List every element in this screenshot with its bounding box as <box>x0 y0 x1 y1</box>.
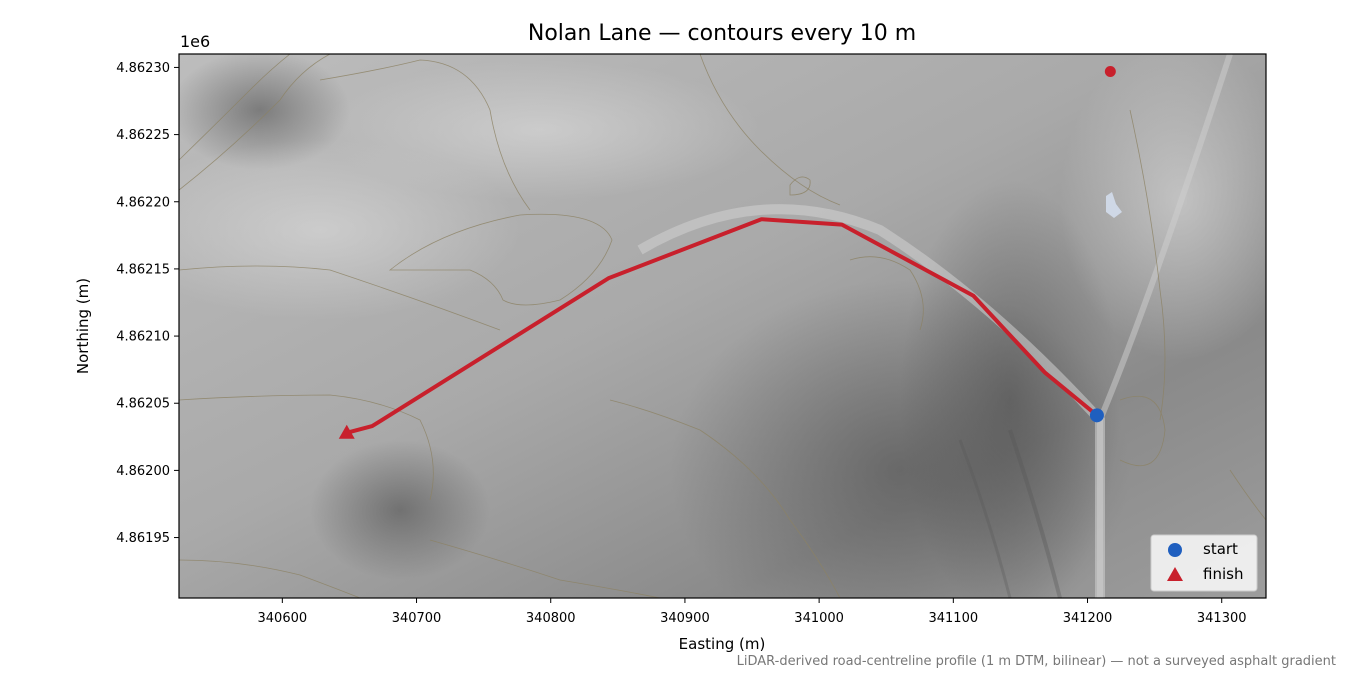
plot-area <box>179 54 1266 598</box>
series-layer <box>344 217 1099 435</box>
x-tick-label: 341100 <box>928 611 978 626</box>
y-tick-label: 4.86210 <box>116 330 170 345</box>
y-axis-ticks: 4.86195 4.86200 4.86205 4.86210 4.86215 4.862… <box>116 61 179 546</box>
x-axis-ticks: 340600 340700 340800 340900 341000 341100 3412… <box>258 598 1247 626</box>
legend-start-icon <box>1168 543 1182 557</box>
x-tick-label: 340600 <box>258 611 308 626</box>
legend-finish-label: finish <box>1203 565 1243 583</box>
x-tick-label: 341000 <box>794 611 844 626</box>
y-tick-label: 4.86215 <box>116 262 170 277</box>
finish-marker <box>338 424 355 439</box>
y-offset-label: 1e6 <box>180 32 210 51</box>
legend: start finish <box>1150 534 1258 592</box>
legend-start-label: start <box>1203 540 1238 558</box>
route-line <box>344 217 1099 435</box>
y-tick-label: 4.86225 <box>116 128 170 143</box>
legend-finish-icon <box>1167 567 1183 581</box>
x-tick-label: 340900 <box>660 611 710 626</box>
plot-frame <box>178 53 1267 599</box>
x-tick-label: 341200 <box>1063 611 1113 626</box>
chart-title: Nolan Lane — contours every 10 m <box>528 21 916 46</box>
y-tick-label: 4.86220 <box>116 195 170 210</box>
extra-point-marker <box>1104 65 1116 77</box>
start-marker <box>1089 408 1104 423</box>
y-tick-label: 4.86195 <box>116 531 170 546</box>
y-tick-label: 4.86230 <box>116 61 170 76</box>
footnote: LiDAR-derived road-centreline profile (1… <box>737 654 1336 669</box>
y-tick-label: 4.86205 <box>116 397 170 412</box>
hillshade-background <box>179 54 1266 598</box>
x-tick-label: 340700 <box>392 611 442 626</box>
marker-layer <box>338 65 1116 439</box>
y-axis-label: Northing (m) <box>74 278 92 374</box>
contour-lines <box>179 54 1266 598</box>
x-tick-label: 341300 <box>1197 611 1247 626</box>
x-axis-label: Easting (m) <box>679 635 766 653</box>
x-tick-label: 340800 <box>526 611 576 626</box>
y-tick-label: 4.86200 <box>116 464 170 479</box>
